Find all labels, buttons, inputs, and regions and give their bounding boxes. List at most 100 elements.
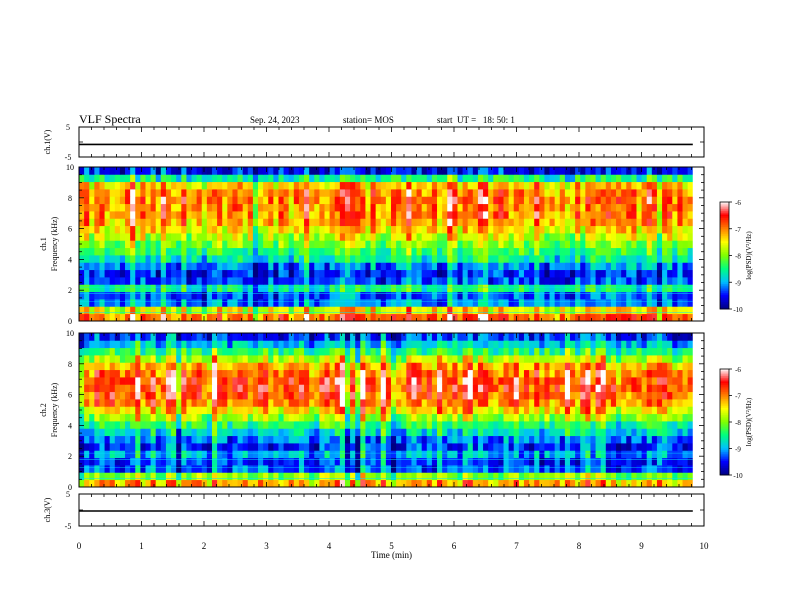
spectrogram-cell bbox=[437, 299, 443, 307]
spectrogram-cell bbox=[600, 340, 607, 349]
spectrogram-cell bbox=[125, 421, 131, 429]
spectrogram-cell bbox=[191, 340, 198, 349]
spectrogram-cell bbox=[421, 167, 428, 175]
spectrogram-cell bbox=[135, 472, 141, 481]
spectrogram-cell bbox=[416, 247, 423, 256]
spectrogram-cell bbox=[89, 299, 95, 307]
spectrogram-cell bbox=[431, 211, 438, 219]
spectrogram-cell bbox=[457, 203, 463, 212]
spectrogram-cell bbox=[498, 479, 504, 488]
spectrogram-cell bbox=[104, 218, 111, 227]
spectrogram-cell bbox=[677, 211, 683, 219]
spectrogram-cell bbox=[544, 406, 550, 415]
spectrogram-cell bbox=[232, 203, 238, 212]
spectrogram-cell bbox=[390, 262, 397, 271]
spectrogram-cell bbox=[370, 284, 377, 293]
spectrogram-cell bbox=[457, 299, 463, 307]
spectrogram-cell bbox=[513, 472, 520, 481]
spectrogram-cell bbox=[84, 421, 90, 429]
spectrogram-cell bbox=[406, 167, 412, 175]
spectrogram-cell bbox=[687, 340, 694, 349]
spectrogram-cell bbox=[365, 203, 371, 212]
spectrogram-cell bbox=[155, 435, 162, 444]
spectrogram-cell bbox=[125, 333, 131, 341]
spectrogram-cell bbox=[621, 255, 627, 263]
spectrogram-cell bbox=[268, 306, 274, 315]
spectrogram-cell bbox=[390, 269, 397, 278]
spectrogram-cell bbox=[324, 196, 331, 205]
spectrogram-cell bbox=[590, 355, 596, 363]
spectrogram-cell bbox=[304, 421, 310, 429]
spectrogram-cell bbox=[677, 218, 683, 227]
spectrogram-cell bbox=[641, 225, 648, 234]
spectrogram-cell bbox=[237, 399, 244, 407]
spectrogram-cell bbox=[319, 233, 325, 241]
spectrogram-cell bbox=[109, 421, 116, 429]
spectrogram-cell bbox=[211, 203, 218, 212]
spectrogram-cell bbox=[656, 203, 663, 212]
spectrogram-cell bbox=[682, 465, 689, 473]
spectrogram-cell bbox=[350, 255, 356, 263]
spectrogram-cell bbox=[426, 399, 433, 407]
spectrogram-cell bbox=[365, 421, 371, 429]
spectrogram-cell bbox=[493, 211, 499, 219]
spectrogram-cell bbox=[227, 284, 233, 293]
spectrogram-cell bbox=[385, 406, 392, 415]
spectrogram-cell bbox=[217, 391, 223, 400]
spectrogram-cell bbox=[426, 355, 433, 363]
spectrogram-cell bbox=[329, 240, 336, 249]
spectrogram-cell bbox=[416, 262, 423, 271]
spectrogram-cell bbox=[457, 340, 463, 349]
spectrogram-cell bbox=[580, 369, 586, 378]
spectrogram-cell bbox=[191, 313, 198, 322]
spectrogram-cell bbox=[258, 384, 264, 393]
spectrogram-cell bbox=[375, 218, 382, 227]
spectrogram-cell bbox=[687, 306, 694, 315]
spectrogram-cell bbox=[314, 479, 320, 488]
spectrogram-cell bbox=[385, 196, 392, 205]
spectrogram-cell bbox=[672, 174, 678, 183]
spectrogram-cell bbox=[130, 479, 136, 488]
spectrogram-cell bbox=[610, 225, 617, 234]
spectrogram-cell bbox=[641, 355, 648, 363]
spectrogram-cell bbox=[559, 240, 566, 249]
spectrogram-cell bbox=[130, 196, 136, 205]
spectrogram-cell bbox=[104, 413, 111, 422]
spectrogram-cell bbox=[401, 465, 407, 473]
spectrogram-cell bbox=[191, 384, 198, 393]
spectrogram-cell bbox=[636, 377, 642, 385]
spectrogram-cell bbox=[319, 347, 325, 356]
spectrogram-cell bbox=[431, 362, 438, 371]
spectrogram-cell bbox=[237, 472, 244, 481]
spectrogram-cell bbox=[498, 240, 504, 249]
spectrogram-cell bbox=[375, 340, 382, 349]
spectrogram-cell bbox=[396, 362, 402, 371]
spectrogram-cell bbox=[150, 450, 157, 459]
spectrogram-cell bbox=[641, 479, 648, 488]
spectrogram-cell bbox=[339, 262, 346, 271]
spectrogram-cell bbox=[201, 269, 208, 278]
spectrogram-cell bbox=[677, 479, 683, 488]
spectrogram-cell bbox=[165, 262, 172, 271]
spectrogram-cell bbox=[477, 255, 484, 263]
spectrogram-cell bbox=[549, 284, 556, 293]
spectrogram-cell bbox=[462, 479, 469, 488]
spectrogram-cell bbox=[298, 211, 305, 219]
spectrogram-cell bbox=[84, 347, 90, 356]
spectrogram-cell bbox=[227, 240, 233, 249]
spectrogram-cell bbox=[677, 384, 683, 393]
spectrogram-cell bbox=[483, 472, 489, 481]
spectrogram-cell bbox=[319, 189, 325, 197]
spectrogram-cell bbox=[447, 225, 453, 234]
spectrogram-cell bbox=[452, 362, 458, 371]
spectrogram-cell bbox=[160, 472, 167, 481]
spectrogram-cell bbox=[375, 421, 382, 429]
spectrogram-cell bbox=[165, 450, 172, 459]
spectrogram-cell bbox=[559, 262, 566, 271]
spectrogram-cell bbox=[406, 189, 412, 197]
spectrogram-cell bbox=[600, 225, 607, 234]
spectrogram-cell bbox=[360, 277, 366, 285]
spectrogram-cell bbox=[360, 428, 366, 437]
spectrogram-cell bbox=[94, 413, 100, 422]
spectrogram-cell bbox=[196, 306, 203, 315]
